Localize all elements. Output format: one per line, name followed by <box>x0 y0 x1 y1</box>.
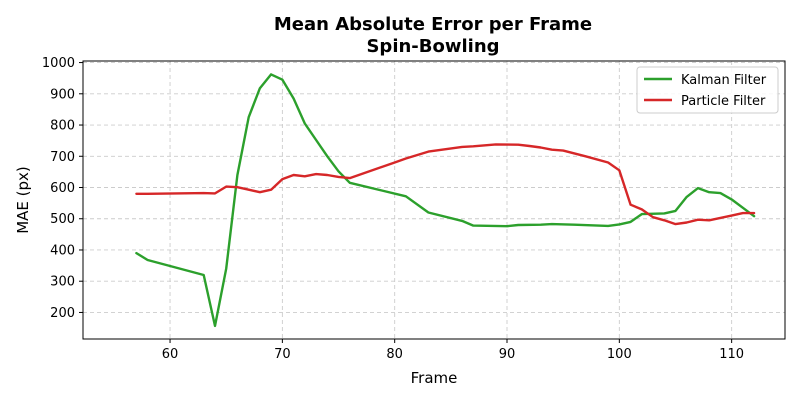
y-tick-label: 500 <box>50 212 75 227</box>
y-tick-label: 700 <box>50 150 75 165</box>
legend: Kalman Filter Particle Filter <box>636 66 779 114</box>
y-tick-label: 1000 <box>42 56 75 71</box>
y-tick-label: 400 <box>50 243 75 258</box>
plot-series <box>135 73 756 328</box>
y-tick-label: 300 <box>50 275 75 290</box>
series-line-particle-filter <box>135 143 756 226</box>
y-axis-label: MAE (px) <box>14 166 32 234</box>
legend-label-particle-filter: Particle Filter <box>681 94 766 109</box>
x-tick-label: 90 <box>499 347 516 362</box>
axis-ticks: 60 70 80 90 100 110 200 300 400 500 600 700 800 900 10… <box>42 56 744 362</box>
x-tick-label: 60 <box>162 347 179 362</box>
x-axis-label: Frame <box>411 369 458 387</box>
y-tick-label: 900 <box>50 87 75 102</box>
legend-label-kalman-filter: Kalman Filter <box>681 73 767 88</box>
y-tick-label: 200 <box>50 306 75 321</box>
y-tick-label: 600 <box>50 181 75 196</box>
chart-subtitle: Spin-Bowling <box>366 36 499 57</box>
chart-title: Mean Absolute Error per Frame <box>274 14 592 35</box>
x-tick-label: 100 <box>607 347 632 362</box>
x-tick-label: 110 <box>719 347 744 362</box>
x-tick-label: 70 <box>274 347 291 362</box>
series-line-kalman-filter <box>135 73 756 328</box>
plot-frame <box>82 60 786 340</box>
x-tick-label: 80 <box>386 347 403 362</box>
legend-box <box>636 66 779 114</box>
grid <box>83 61 785 339</box>
y-tick-label: 800 <box>50 119 75 134</box>
